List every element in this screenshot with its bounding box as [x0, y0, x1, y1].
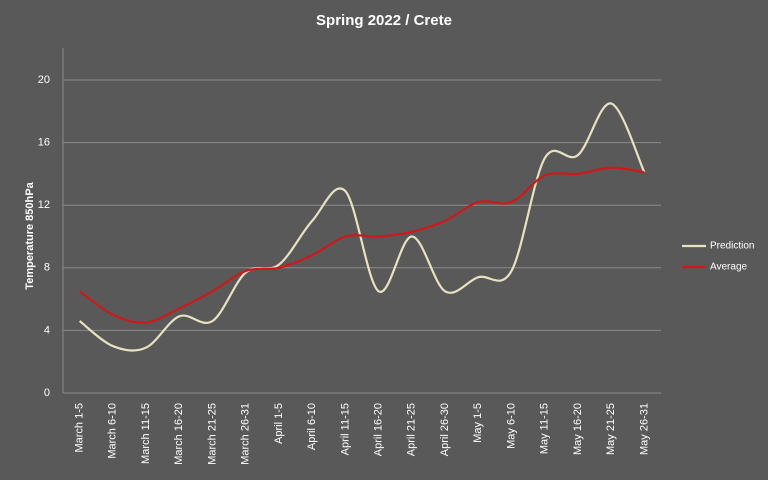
x-tick-label: May 11-15 [539, 403, 551, 454]
x-tick-label: March 11-15 [140, 403, 152, 464]
x-tick-label: May 26-31 [638, 403, 650, 455]
y-tick-label: 20 [38, 74, 50, 86]
x-tick-label: April 21-25 [406, 403, 418, 456]
y-tick-label: 8 [44, 262, 50, 274]
x-tick-label: May 21-25 [605, 403, 617, 455]
line-series [78, 102, 646, 352]
y-axis-label: Temperature 850hPa [24, 181, 36, 289]
x-tick-label: April 16-20 [373, 403, 385, 456]
chart-title: Spring 2022 / Crete [316, 12, 452, 29]
line-series [78, 166, 645, 324]
legend-label: Prediction [710, 241, 754, 252]
x-tick-label: April 6-10 [306, 403, 318, 450]
x-tick-label: March 1-5 [74, 403, 86, 453]
x-tick-label: March 26-31 [240, 403, 252, 465]
x-tick-label: April 26-30 [439, 403, 451, 456]
x-tick-label: March 16-20 [173, 403, 185, 465]
y-tick-label: 16 [38, 137, 50, 149]
x-tick-label: April 1-5 [273, 403, 285, 444]
x-tick-label: March 6-10 [107, 403, 119, 459]
x-tick-label: May 6-10 [505, 403, 517, 449]
y-tick-label: 4 [44, 324, 50, 336]
y-tick-label: 12 [38, 199, 50, 211]
x-tick-label: May 1-5 [472, 403, 484, 443]
x-tick-label: March 21-25 [206, 403, 218, 465]
legend-label: Average [710, 262, 748, 273]
y-tick-label: 0 [44, 387, 50, 399]
x-tick-label: May 16-20 [572, 403, 584, 455]
x-tick-label: April 11-15 [339, 403, 351, 455]
